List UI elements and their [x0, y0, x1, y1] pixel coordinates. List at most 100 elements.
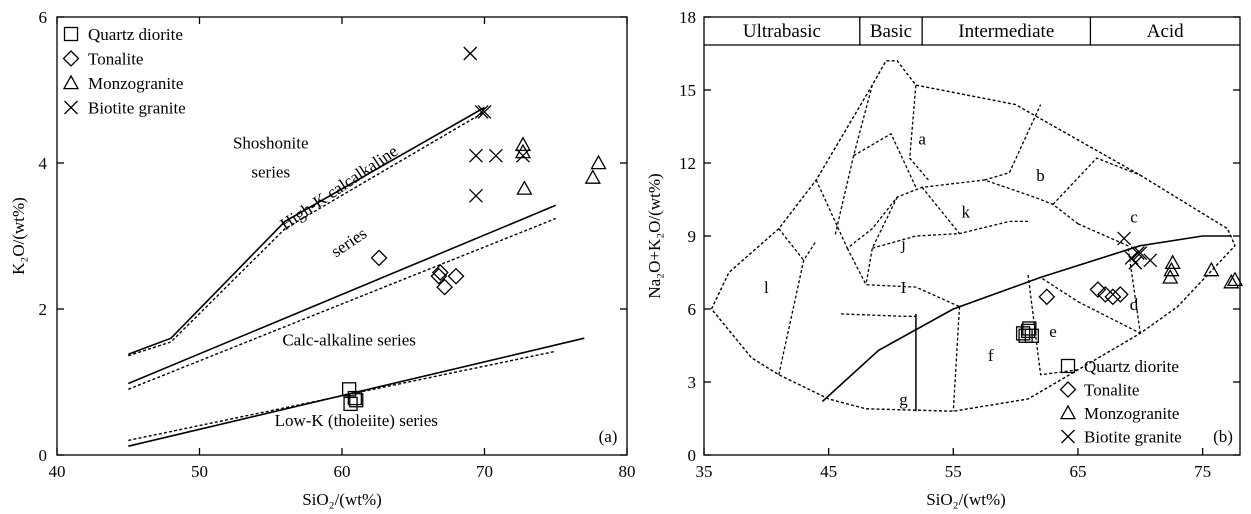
panel-b-field-boundary-14 — [959, 276, 1079, 308]
panel-b-y-tick-label: 12 — [679, 154, 696, 173]
panel-a-x-tick-label: 70 — [476, 462, 493, 481]
panel-b-band-label-3: Acid — [1147, 21, 1184, 42]
panel-b-point-triangle-0 — [1163, 261, 1180, 277]
panel-b-point-x-3 — [1133, 246, 1148, 260]
panel-a-point-x-3 — [468, 148, 483, 163]
panel-a-legend-marker-1 — [62, 50, 80, 67]
panel-b-ticks: 35 45 55 65 75 0 3 6 9 12 15 18 — [679, 8, 1240, 481]
panel-a-ticks: 40 50 60 70 80 0 2 4 6 — [39, 8, 636, 481]
panel-a-x-tick-label: 60 — [334, 462, 351, 481]
panel-a-series-label-4: Calc-alkaline series — [282, 331, 416, 350]
panel-a-legend-marker-0 — [63, 26, 79, 42]
panel-a-x-tick-label: 40 — [49, 462, 66, 481]
panel-b-band-label-0: Ultrabasic — [743, 21, 821, 42]
panel-a-point-square-2 — [349, 393, 364, 408]
panel-a-x-tick-label: 80 — [619, 462, 636, 481]
panel-b-field-boundary-11 — [872, 220, 1029, 249]
panel-a-y-tick-label: 6 — [39, 8, 48, 27]
panel-b-field-boundary-2 — [815, 179, 1079, 250]
panel-b-frame — [703, 16, 1241, 456]
panel-b-point-triangle-1 — [1164, 254, 1181, 270]
panel-b-legend-label-2: Monzogranite — [1084, 404, 1179, 423]
panel-a-y-axis-label: K₂O/(wt%) — [9, 197, 28, 275]
panel-b-y-tick-label: 3 — [688, 373, 697, 392]
panel-b: Ultrabasic Basic Intermediate Acid a b c d e f g I… — [645, 8, 1244, 509]
panel-b-point-triangle-4 — [1223, 273, 1240, 289]
panel-b-legend-marker-0 — [1060, 358, 1076, 374]
panel-b-field-label-5: f — [988, 346, 994, 365]
panel-a-series-label-5: Low-K (tholeiite) series — [275, 411, 438, 430]
panel-b-field-boundary-10 — [865, 196, 898, 285]
panel-a-point-diamond-3 — [447, 267, 465, 285]
panel-a-x-tick-label: 50 — [191, 462, 208, 481]
panel-a-boundary-solid-0 — [128, 106, 485, 356]
panel-a-legend-label-1: Tonalite — [88, 50, 143, 69]
panel-a-x-axis-label: SiO₂/(wt%) — [302, 490, 382, 509]
panel-b-field-label-1: b — [1036, 166, 1045, 185]
panel-b-x-tick-label: 45 — [820, 462, 837, 481]
panel-a-y-tick-label: 0 — [39, 446, 48, 465]
panel-b-point-diamond-3 — [1104, 288, 1122, 306]
panel-b-y-tick-label: 0 — [688, 446, 697, 465]
panel-b-legend: Quartz diorite Tonalite Monzogranite Biotit… — [1059, 357, 1182, 447]
panel-a-legend-label-2: Monzogranite — [88, 74, 183, 93]
panel-b-field-label-2: c — [1130, 208, 1138, 227]
panel-a-point-triangle-2 — [516, 180, 533, 195]
panel-a-point-triangle-4 — [590, 154, 607, 170]
panel-a-points — [341, 46, 607, 412]
panel-b-point-triangle-2 — [1162, 269, 1179, 284]
panel-a-legend-marker-2 — [62, 74, 80, 90]
panel-b-tag: (b) — [1213, 427, 1233, 446]
panel-a-boundary-dotted-1 — [128, 111, 485, 357]
panel-a-legend-label-0: Quartz diorite — [88, 25, 183, 44]
panel-b-band-label-1: Basic — [870, 21, 912, 42]
panel-b-points — [1015, 231, 1244, 343]
panel-b-band-label-2: Intermediate — [958, 21, 1054, 42]
panel-a-y-tick-label: 4 — [39, 154, 48, 173]
panel-b-point-x-2 — [1128, 255, 1143, 270]
panel-a-boundary-dotted-3 — [128, 217, 557, 390]
panel-b-field-boundary-4 — [853, 132, 917, 188]
panel-b-point-square-4 — [1022, 321, 1037, 336]
panel-b-field-boundary-0 — [778, 228, 805, 261]
panel-b-point-diamond-0 — [1038, 288, 1056, 306]
panel-b-field-boundary-16 — [1077, 223, 1141, 334]
panel-a-point-diamond-2 — [436, 278, 454, 296]
panel-b-field-boundary-5 — [909, 85, 929, 181]
panel-a-series-label-3: series — [328, 224, 371, 261]
panel-a-point-x-2 — [477, 104, 492, 119]
panel-a-boundary-solid-2 — [127, 204, 557, 385]
panel-b-x-tick-label: 75 — [1194, 462, 1211, 481]
panel-b-field-boundary-13 — [952, 306, 961, 412]
panel-b-field-boundary-3 — [834, 84, 873, 237]
panel-a-boundaries — [127, 106, 585, 447]
panel-b-y-tick-label: 18 — [679, 8, 696, 27]
panel-b-field-boundary-6 — [984, 104, 1042, 181]
panel-b-legend-marker-2 — [1059, 404, 1077, 420]
panel-b-y-axis-label: Na₂O+K₂O/(wt%) — [645, 173, 664, 298]
panel-b-legend-marker-1 — [1059, 381, 1077, 398]
panel-b-field-label-10: l — [764, 278, 769, 297]
panel-b-point-x-4 — [1130, 246, 1145, 260]
panel-b-field-boundary-9 — [841, 313, 916, 317]
panel-b-x-tick-label: 65 — [1069, 462, 1086, 481]
panel-a-point-x-5 — [516, 148, 530, 163]
panel-b-field-label-4: e — [1049, 322, 1057, 341]
panel-b-field-boundary-8 — [846, 247, 960, 308]
panel-b-field-label-3: d — [1130, 295, 1139, 314]
panel-b-field-label-6: g — [899, 390, 908, 409]
panel-a-point-x-0 — [463, 46, 478, 61]
panel-a-point-square-3 — [347, 390, 362, 406]
panel-b-field-boundary-7 — [1052, 157, 1141, 205]
panel-b-point-square-1 — [1020, 323, 1036, 339]
panel-a-point-x-1 — [474, 104, 489, 119]
panel-b-field-boundary-12 — [921, 186, 961, 235]
panel-b-x-axis-label: SiO₂/(wt%) — [926, 490, 1006, 509]
panel-a-series-label-0: Shoshonite — [233, 133, 309, 152]
panel-b-point-diamond-1 — [1089, 281, 1107, 298]
panel-a-tag: (a) — [599, 427, 618, 446]
panel-b-fields: a b c d e f g Ij k l — [710, 60, 1236, 412]
